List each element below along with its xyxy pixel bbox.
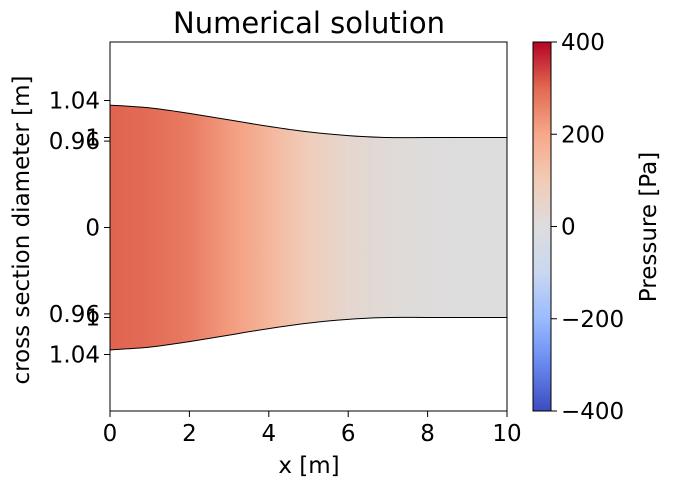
colorbar-tick-label: 200	[561, 122, 605, 148]
colorbar-tick-label: 0	[561, 215, 576, 241]
y-tick-label: 1.04	[49, 343, 100, 369]
plot-area	[109, 41, 508, 412]
y-tick-label: 1	[85, 306, 100, 332]
y-tick-label: 1	[85, 126, 100, 152]
plot-frame	[109, 41, 508, 412]
colorbar-ticks: 400 200 0 −200 −400	[551, 30, 624, 425]
x-tick-label: 10	[492, 421, 521, 447]
y-tick-label: 0.96	[49, 302, 100, 328]
colorbar-tick-label: −200	[561, 307, 624, 333]
x-tick-label: 8	[420, 421, 435, 447]
upper-wall-line	[110, 104, 507, 139]
chart-title: Numerical solution	[173, 6, 445, 40]
x-tick-label: 0	[103, 421, 118, 447]
colorbar-tick-label: −400	[561, 399, 624, 425]
pressure-field	[110, 105, 507, 350]
y-tick-label: 0	[85, 216, 100, 242]
y-tick-label: 0.96	[49, 129, 100, 155]
x-tick-label: 4	[261, 421, 276, 447]
y-axis-label: cross section diameter [m]	[9, 75, 35, 384]
colorbar-tick-label: 400	[561, 30, 605, 56]
x-tick-label: 6	[341, 421, 356, 447]
x-axis-label: x [m]	[278, 453, 339, 479]
x-tick-label: 2	[182, 421, 197, 447]
colorbar-label: Pressure [Pa]	[636, 152, 662, 302]
colorbar: 400 200 0 −200 −400 Pressure [Pa]	[532, 30, 662, 425]
colorbar-gradient-bar	[532, 41, 552, 412]
y-tick-label: 1.04	[49, 89, 100, 115]
lower-wall-line	[110, 316, 507, 351]
x-axis-ticks: 0 2 4 6 8 10	[103, 411, 522, 447]
